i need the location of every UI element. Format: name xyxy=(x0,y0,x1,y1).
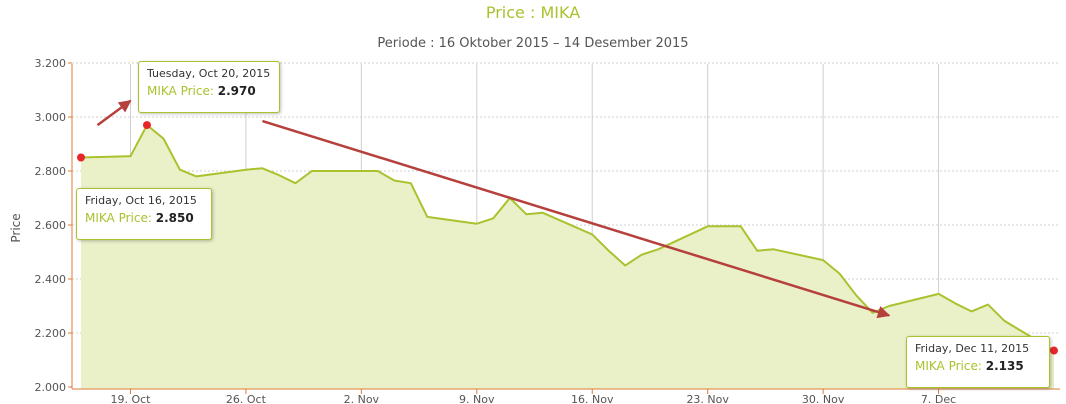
tooltip-date: Tuesday, Oct 20, 2015 xyxy=(147,67,271,80)
y-tick-label: 2.200 xyxy=(35,327,67,340)
x-tick-label: 9. Nov xyxy=(459,393,495,404)
x-tick-label: 16. Nov xyxy=(571,393,614,404)
x-tick-label: 2. Nov xyxy=(344,393,380,404)
x-tick-label: 19. Oct xyxy=(110,393,151,404)
data-markers xyxy=(77,121,1058,355)
tooltip-oct16: Friday, Oct 16, 2015 MIKA Price: 2.850 xyxy=(76,188,212,240)
y-tick-label: 2.800 xyxy=(35,165,67,178)
x-tick-label: 30. Nov xyxy=(802,393,845,404)
x-tick-label: 26. Oct xyxy=(226,393,267,404)
tooltip-value: 2.850 xyxy=(155,211,194,225)
tooltip-series-label: MIKA Price xyxy=(147,84,210,98)
tooltip-series-label: MIKA Price xyxy=(915,359,978,373)
tooltip-value: 2.135 xyxy=(985,359,1024,373)
y-tick-label: 2.000 xyxy=(35,381,67,394)
y-tick-label: 3.200 xyxy=(35,57,67,70)
axes: 2.000 2.200 2.400 2.600 2.800 3.000 3.200 19. O… xyxy=(35,57,1060,404)
trend-arrow xyxy=(262,119,891,319)
tooltip-series-label: MIKA Price xyxy=(85,211,148,225)
tooltip-date: Friday, Dec 11, 2015 xyxy=(915,342,1030,355)
y-tick-label: 3.000 xyxy=(35,111,67,124)
y-tick-label: 2.400 xyxy=(35,273,67,286)
data-point-marker xyxy=(77,153,85,162)
trend-arrows xyxy=(96,99,891,319)
y-tick-label: 2.600 xyxy=(35,219,67,232)
chart-title: Price : MIKA xyxy=(486,3,580,22)
series-area-fill xyxy=(81,125,1054,389)
tooltip-dec11: Friday, Dec 11, 2015 MIKA Price: 2.135 xyxy=(906,336,1050,388)
tooltip-value: 2.970 xyxy=(217,84,256,98)
y-axis-label: Price xyxy=(9,213,23,242)
short-arrow xyxy=(96,99,132,127)
x-tick-label: 7. Dec xyxy=(921,393,956,404)
chart-subtitle: Periode : 16 Oktober 2015 – 14 Desember … xyxy=(377,36,688,51)
tooltip-date: Friday, Oct 16, 2015 xyxy=(85,194,197,207)
data-point-marker xyxy=(142,121,151,130)
x-tick-label: 23. Nov xyxy=(686,393,729,404)
tooltip-oct20: Tuesday, Oct 20, 2015 MIKA Price: 2.970 xyxy=(138,61,280,113)
data-point-marker xyxy=(1050,346,1058,355)
